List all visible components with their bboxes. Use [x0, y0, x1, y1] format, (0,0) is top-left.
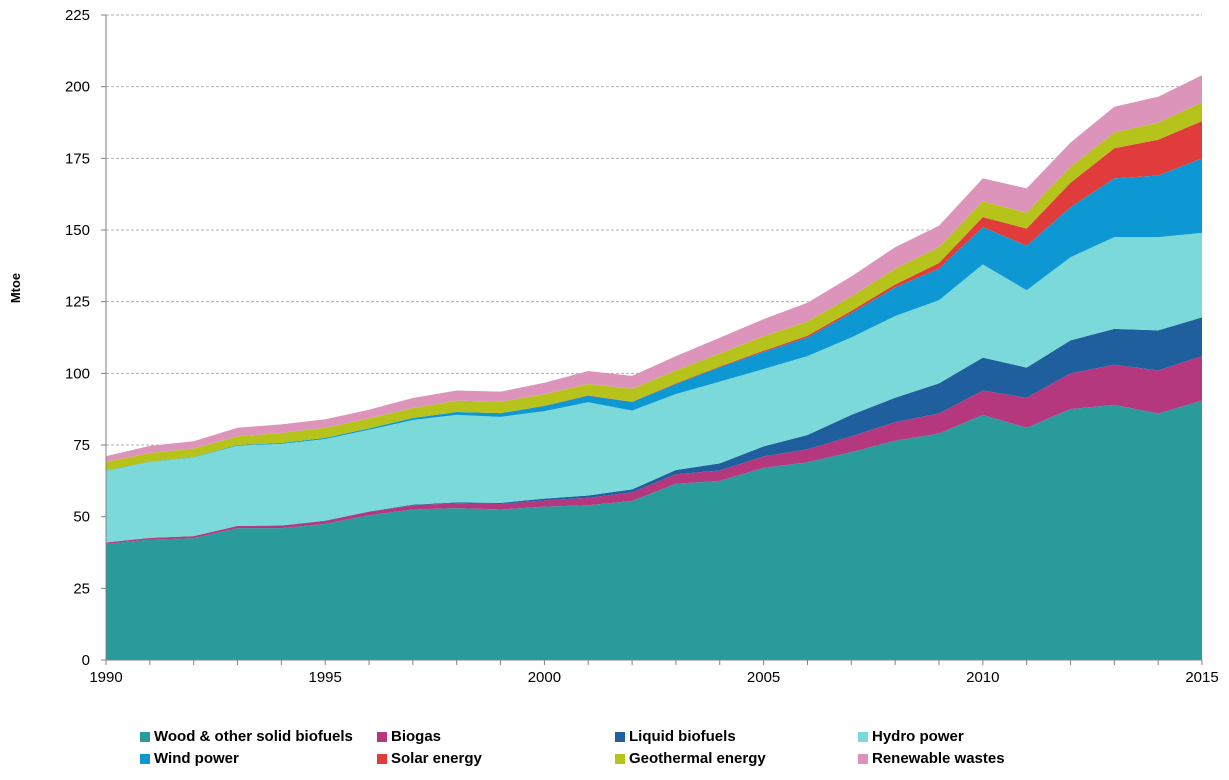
area-biogas	[106, 356, 1202, 544]
legend-item: Wood & other solid biofuels	[140, 728, 353, 745]
legend-item: Biogas	[377, 728, 441, 745]
y-tick-label: 25	[73, 580, 90, 597]
stacked-area-chart: 0 25 50 75 100 125 150 175 200 225 1990 1995 2000 20…	[8, 7, 1219, 686]
legend-item: Solar energy	[377, 750, 482, 767]
legend-label: Hydro power	[872, 728, 964, 745]
y-tick-label: 125	[65, 294, 90, 311]
legend-label: Wind power	[154, 750, 239, 767]
legend-label: Geothermal energy	[629, 750, 766, 767]
legend-item: Geothermal energy	[615, 750, 766, 767]
area-hydro-power	[106, 232, 1202, 543]
legend-swatch	[615, 731, 625, 742]
legend-swatch	[140, 731, 150, 742]
legend-item: Wind power	[140, 750, 239, 767]
legend-label: Wood & other solid biofuels	[154, 728, 353, 745]
legend-swatch	[858, 731, 868, 742]
axes	[101, 14, 1203, 665]
legend-label: Liquid biofuels	[629, 728, 736, 745]
area-wood-other-solid-biofuels	[106, 400, 1202, 660]
legend-label: Solar energy	[391, 750, 482, 767]
x-tick-label: 2010	[966, 669, 999, 686]
x-tick-label: 2005	[747, 669, 780, 686]
y-tick-label: 0	[82, 652, 90, 669]
legend-swatch	[140, 753, 150, 764]
legend-swatch	[858, 753, 868, 764]
x-tick-label: 2000	[528, 669, 561, 686]
legend-swatch	[377, 753, 387, 764]
y-tick-label: 150	[65, 222, 90, 239]
legend-swatch	[615, 753, 625, 764]
x-tick-label: 1990	[89, 669, 122, 686]
legend-label: Renewable wastes	[872, 750, 1005, 767]
y-tick-label: 200	[65, 79, 90, 96]
y-tick-label: 175	[65, 150, 90, 167]
y-tick-label: 100	[65, 365, 90, 382]
y-tick-label: 75	[73, 437, 90, 454]
x-tick-label: 2015	[1185, 669, 1218, 686]
legend-label: Biogas	[391, 728, 442, 745]
y-tick-label: 50	[73, 509, 90, 526]
y-tick-label: 225	[65, 7, 90, 24]
y-tick-labels: 0 25 50 75 100 125 150 175 200 225	[65, 7, 90, 669]
x-tick-labels: 1990 1995 2000 2005 2010 2015	[89, 669, 1218, 686]
area-liquid-biofuels	[106, 317, 1202, 543]
legend-swatch	[377, 731, 387, 742]
x-tick-label: 1995	[309, 669, 342, 686]
y-axis-label: Mtoe	[8, 273, 23, 303]
legend-item: Liquid biofuels	[615, 728, 736, 745]
legend-item: Hydro power	[858, 728, 964, 745]
legend-item: Renewable wastes	[858, 750, 1005, 767]
area-series	[106, 75, 1202, 660]
